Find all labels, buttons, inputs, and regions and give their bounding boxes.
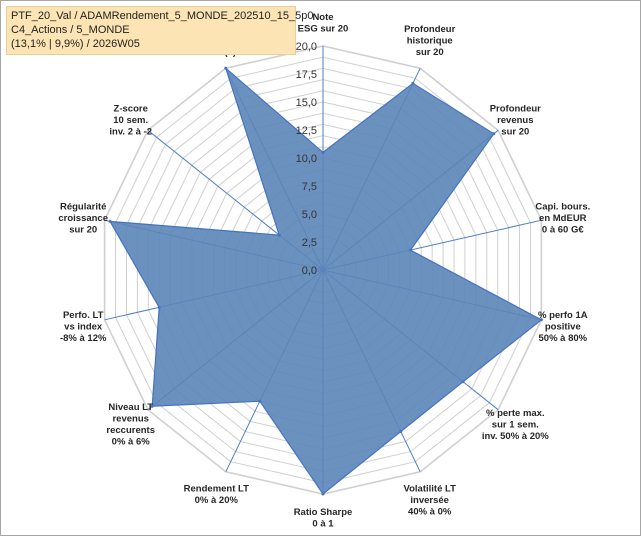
radial-tick-label: 12,5 bbox=[296, 125, 317, 137]
radial-tick-labels: 0,0 2,5 5,0 7,5 10,0 12,5 15,0 17,5 20,0 bbox=[296, 41, 317, 277]
radial-tick-label: 15,0 bbox=[296, 97, 317, 109]
series-point bbox=[258, 399, 262, 403]
radar-series bbox=[108, 66, 543, 496]
title-line-2: C4_Actions / 5_MONDE bbox=[11, 24, 130, 36]
axis-label: Ratio Sharpe 0 à 1 bbox=[294, 507, 353, 530]
axis-label: Profondeur historique sur 20 bbox=[404, 24, 455, 58]
series-point bbox=[539, 318, 543, 322]
radial-tick-label: 5,0 bbox=[302, 209, 317, 221]
series-point bbox=[157, 305, 161, 309]
series-point bbox=[224, 66, 228, 70]
series-point bbox=[408, 248, 412, 252]
series-point bbox=[277, 233, 281, 237]
axis-label: Rendement LT 0% à 20% bbox=[184, 483, 249, 506]
series-point bbox=[411, 81, 415, 85]
axis-label: Profondeur revenus sur 20 bbox=[490, 104, 541, 138]
axis-label: Z-score 10 sem. inv. 2 à -2 bbox=[109, 104, 152, 138]
series-point bbox=[321, 150, 325, 154]
title-line-3: (13,1% | 9,9%) / 2026W05 bbox=[11, 38, 140, 50]
radial-tick-label: 10,0 bbox=[296, 153, 317, 165]
series-point bbox=[150, 404, 154, 408]
series-point bbox=[108, 219, 112, 223]
series-point bbox=[461, 380, 465, 384]
axis-label: Niveau LT revenus reccurents 0% à 6% bbox=[106, 402, 155, 448]
axis-label: Volatilité LT inversée 40% à 0% bbox=[403, 483, 456, 517]
radial-tick-label: 7,5 bbox=[302, 181, 317, 193]
series-point bbox=[492, 132, 496, 136]
axis-label: % perte max. sur 1 sem. inv. 50% à 20% bbox=[482, 408, 549, 442]
series-point bbox=[399, 430, 403, 433]
radial-tick-label: 17,5 bbox=[296, 69, 317, 81]
radial-tick-label: 20,0 bbox=[296, 41, 317, 53]
radial-tick-label: 0,0 bbox=[302, 265, 317, 277]
title-line-1: PTF_20_Val / ADAMRendement_5_MONDE_20251… bbox=[11, 10, 314, 22]
chart-title-box: PTF_20_Val / ADAMRendement_5_MONDE_20251… bbox=[6, 6, 314, 55]
axis-label: Capi. bours. en MdEUR 0 à 60 G€ bbox=[535, 202, 590, 236]
axis-label: Note ESG sur 20 bbox=[298, 12, 349, 35]
axis-label: % perfo 1A positive 50% à 80% bbox=[538, 310, 588, 344]
series-point bbox=[321, 492, 325, 496]
axis-label: Régularité croissance sur 20 bbox=[58, 202, 108, 236]
radial-tick-label: 2,5 bbox=[302, 237, 317, 249]
axis-label: Perfo. LT vs index -8% à 12% bbox=[60, 310, 107, 344]
